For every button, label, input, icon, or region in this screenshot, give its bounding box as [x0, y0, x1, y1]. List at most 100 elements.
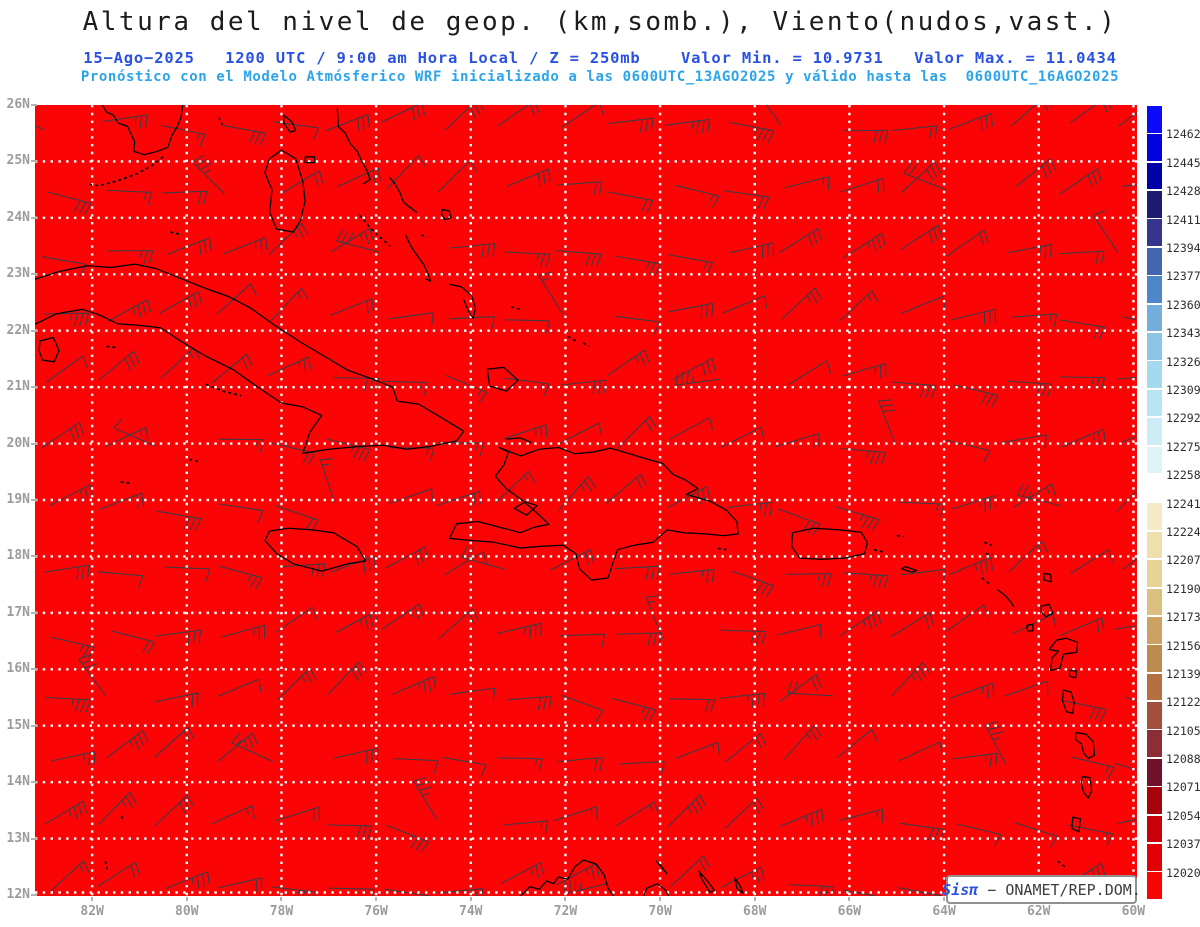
colorbar-segment [1147, 844, 1162, 871]
coastline-montserrat [1026, 623, 1034, 632]
colorbar-segment [1147, 332, 1162, 360]
coastline-dominica [1061, 689, 1075, 714]
colorbar-label-12207: 12207 [1166, 553, 1200, 568]
y-tick-label-19N: 19N [6, 492, 30, 507]
map-canvas [35, 105, 1137, 896]
coastline-hispaniola [448, 446, 739, 581]
sispi-logo: Sisπ [942, 880, 979, 899]
y-tick-label-16N: 16N [6, 661, 30, 677]
colorbar-label-12462: 12462 [1166, 127, 1200, 142]
x-tick-mark [659, 897, 662, 901]
colorbar-segment [1147, 758, 1162, 786]
coastline-st-thomas [896, 534, 904, 538]
x-tick-label-60W: 60W [1121, 904, 1146, 919]
x-tick-mark [185, 897, 188, 901]
colorbar-segment [1147, 616, 1162, 644]
coastline-aruba [655, 860, 668, 875]
coastline-barbuda [1042, 572, 1053, 583]
colorbar-segment [1147, 503, 1162, 531]
x-tick-mark [753, 897, 756, 901]
y-tick-mark [31, 894, 37, 897]
coastline-st-kitts-nevis [996, 588, 1015, 608]
coastline-eleuthera [336, 107, 372, 185]
coastline-andros [264, 149, 306, 233]
y-tick-label-12N: 12N [6, 887, 30, 903]
y-tick-label-25N: 25N [6, 153, 30, 169]
x-tick-mark [564, 897, 567, 901]
coastline-san-salvador [440, 208, 452, 221]
coastline-antigua [1040, 603, 1054, 618]
colorbar-segment [1147, 531, 1162, 559]
coastline-puerto-rico [791, 527, 869, 560]
y-tick-mark [31, 160, 37, 163]
colorbar-label-12173: 12173 [1166, 610, 1200, 625]
coastline-st-lucia [1080, 775, 1093, 799]
x-tick-label-72W: 72W [553, 904, 578, 919]
colorbar-label-12377: 12377 [1166, 269, 1200, 284]
y-tick-label-13N: 13N [6, 830, 30, 846]
colorbar-segment [1147, 418, 1162, 445]
coastline-saona [717, 547, 727, 551]
coastline-turks-caicos-2 [582, 342, 590, 348]
y-tick-mark [31, 781, 37, 784]
colorbar-segment [1147, 389, 1162, 417]
coastline-cat-island [388, 176, 418, 213]
colorbar-label-12054: 12054 [1166, 808, 1200, 823]
x-tick-label-70W: 70W [648, 904, 672, 919]
y-tick-mark [31, 386, 37, 389]
colorbar-label-12020: 12020 [1166, 865, 1200, 880]
coastline-san-andres [104, 861, 109, 870]
colorbar-label-12343: 12343 [1166, 326, 1200, 341]
colorbar [1147, 105, 1162, 900]
coastline-mayaguana [510, 306, 521, 311]
y-tick-mark [31, 668, 37, 671]
colorbar-segment [1147, 361, 1162, 389]
coastline-st-martin [985, 552, 993, 556]
coastline-guadeloupe [1048, 637, 1079, 672]
coastline-long-island [404, 234, 432, 282]
colorbar-segment [1147, 276, 1162, 303]
coastline-curacao [698, 870, 716, 893]
x-tick-label-76W: 76W [364, 904, 388, 919]
colorbar-label-12105: 12105 [1166, 723, 1200, 738]
coastline-turks-caicos-1 [567, 335, 577, 342]
colorbar-segment [1147, 673, 1162, 701]
y-tick-label-20N: 20N [6, 435, 30, 451]
coastline-berry-islands [283, 114, 297, 133]
colorbar-segment [1147, 162, 1162, 190]
coastline-grand-cayman [120, 481, 131, 484]
y-tick-mark [31, 216, 37, 219]
colorbar-segment [1147, 219, 1162, 247]
colorbar-segment [1147, 815, 1162, 843]
y-tick-label-23N: 23N [6, 266, 30, 282]
colorbar-segment [1147, 787, 1162, 814]
coastline-guajira-peninsula [520, 859, 615, 896]
y-tick-label-18N: 18N [6, 548, 30, 564]
x-tick-label-80W: 80W [175, 904, 199, 919]
branding-legend: Sisπ − ONAMET/REP.DOM. [942, 875, 1141, 904]
legend-org-text: − ONAMET/REP.DOM. [978, 880, 1141, 899]
coastline-st-vincent [1071, 816, 1082, 833]
wind-barbs [35, 105, 1137, 896]
y-tick-label-24N: 24N [6, 209, 30, 225]
y-tick-label-26N: 26N [6, 97, 30, 112]
colorbar-segment [1147, 560, 1162, 587]
y-tick-label-17N: 17N [6, 604, 30, 620]
x-tick-mark [848, 897, 851, 901]
coastline-rum-cay [420, 234, 428, 238]
colorbar-segment [1147, 702, 1162, 729]
coastline-providencia [120, 815, 125, 823]
coastline-anguilla [983, 541, 992, 546]
x-tick-mark [280, 897, 283, 901]
y-tick-label-15N: 15N [6, 717, 30, 733]
coastline-marie-galante [1068, 669, 1078, 679]
colorbar-label-12156: 12156 [1166, 638, 1200, 653]
coastline-great-inagua [486, 366, 519, 392]
colorbar-label-12190: 12190 [1166, 581, 1200, 596]
coastline-isla-juventud [38, 336, 60, 363]
y-tick-mark [31, 724, 37, 727]
colorbar-label-12292: 12292 [1166, 411, 1200, 426]
colorbar-label-12428: 12428 [1166, 184, 1200, 199]
y-tick-label-22N: 22N [6, 322, 30, 338]
x-tick-label-74W: 74W [459, 904, 483, 919]
